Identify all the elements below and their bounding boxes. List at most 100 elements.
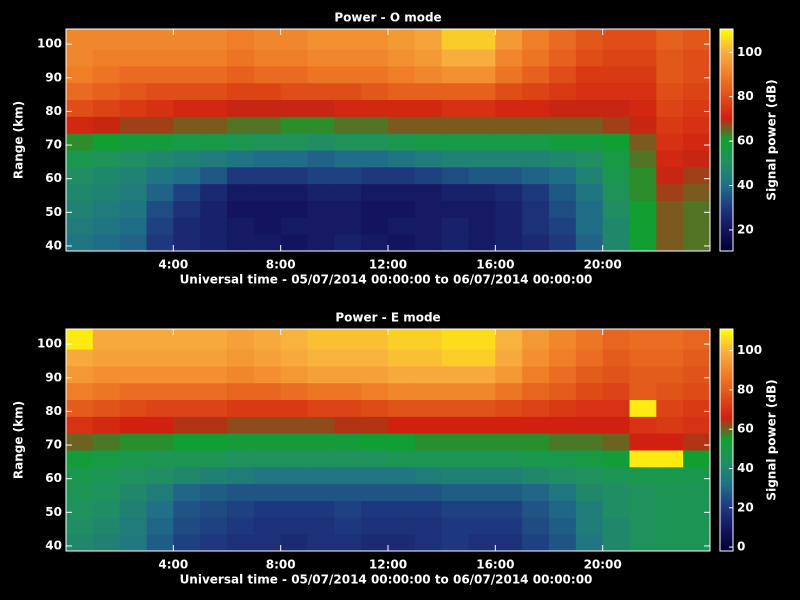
heatmap-cell <box>468 133 496 151</box>
heatmap-cell <box>602 49 630 67</box>
heatmap-cell <box>495 466 523 485</box>
heatmap-cell <box>602 116 630 134</box>
heatmap-cell <box>227 234 255 252</box>
heatmap-cell <box>522 399 550 417</box>
heatmap-cell <box>414 166 443 185</box>
heatmap-cell <box>414 99 443 117</box>
heatmap-cell <box>522 66 550 84</box>
heatmap-cell <box>629 150 657 168</box>
heatmap-cell <box>280 183 308 201</box>
heatmap-cell <box>683 200 711 218</box>
heatmap-cell <box>629 366 657 384</box>
heatmap-cell <box>629 382 657 401</box>
heatmap-cell <box>334 329 362 350</box>
heatmap-cell <box>441 433 469 451</box>
heatmap-cell <box>227 166 255 185</box>
heatmap-cell <box>495 133 523 151</box>
heatmap-cell <box>683 450 711 468</box>
heatmap-cell <box>119 183 147 201</box>
heatmap-cell <box>307 66 335 84</box>
heatmap-cell <box>146 200 174 218</box>
heatmap-cell <box>602 66 630 84</box>
heatmap-cell <box>683 66 711 84</box>
heatmap-cell <box>119 416 147 434</box>
heatmap-cell <box>92 534 121 552</box>
heatmap-cell <box>414 183 443 201</box>
heatmap-cell <box>602 517 630 535</box>
heatmap-cell <box>388 49 416 67</box>
heatmap-cell <box>173 366 201 384</box>
heatmap-cell <box>602 200 630 218</box>
heatmap-cell <box>441 466 469 485</box>
heatmap-cell <box>629 234 657 252</box>
heatmap-cell <box>414 329 443 350</box>
heatmap-cell <box>468 66 496 84</box>
heatmap-cell <box>575 82 604 101</box>
heatmap-cell <box>307 466 335 485</box>
heatmap-cell <box>602 382 630 401</box>
heatmap-cell <box>575 217 604 235</box>
heatmap-cell <box>495 500 523 518</box>
heatmap-cell <box>334 29 362 50</box>
heatmap-cell <box>388 99 416 117</box>
heatmap-cell <box>495 166 523 185</box>
heatmap-cell <box>441 500 469 518</box>
heatmap-cell <box>253 534 282 552</box>
heatmap-cell <box>629 483 657 501</box>
heatmap-cell <box>307 483 335 501</box>
heatmap-cell <box>307 217 335 235</box>
heatmap-cell <box>200 483 228 501</box>
heatmap-cell <box>253 450 282 468</box>
colorbar-tick-label: 80 <box>737 382 754 396</box>
heatmap-cell <box>92 483 121 501</box>
heatmap-cell <box>361 82 389 101</box>
heatmap-cell <box>549 234 577 252</box>
heatmap-cell <box>549 166 577 185</box>
heatmap-cell <box>441 483 469 501</box>
heatmap-cell <box>683 49 711 67</box>
heatmap-cell <box>602 366 630 384</box>
colorbar <box>719 28 734 252</box>
heatmap-cell <box>307 450 335 468</box>
heatmap-cell <box>280 329 308 350</box>
heatmap-cell <box>468 382 496 401</box>
heatmap-cell <box>522 483 550 501</box>
heatmap-cell <box>388 483 416 501</box>
heatmap-cell <box>575 366 604 384</box>
heatmap-cell <box>66 366 94 384</box>
heatmap-cell <box>66 66 94 84</box>
heatmap-cell <box>602 99 630 117</box>
heatmap-cell <box>173 500 201 518</box>
heatmap-cell <box>146 349 174 367</box>
heatmap-cell <box>602 349 630 367</box>
heatmap-cell <box>388 349 416 367</box>
heatmap-cell <box>549 450 577 468</box>
heatmap-cell <box>334 82 362 101</box>
heatmap-cell <box>388 500 416 518</box>
heatmap-cell <box>173 382 201 401</box>
heatmap-cell <box>253 349 282 367</box>
heatmap-cell <box>200 433 228 451</box>
heatmap-cell <box>549 483 577 501</box>
heatmap-cell <box>146 99 174 117</box>
heatmap-cell <box>522 99 550 117</box>
heatmap-cell <box>227 382 255 401</box>
x-axis-label: Universal time - 05/07/2014 00:00:00 to … <box>180 573 593 587</box>
heatmap-cell <box>200 366 228 384</box>
heatmap-cell <box>227 183 255 201</box>
heatmap-cell <box>66 382 94 401</box>
heatmap-cell <box>173 517 201 535</box>
heatmap-cell <box>227 517 255 535</box>
heatmap-cell <box>146 183 174 201</box>
heatmap-cell <box>119 217 147 235</box>
heatmap-cell <box>361 29 389 50</box>
heatmap-cell <box>441 399 469 417</box>
heatmap-cell <box>414 29 443 50</box>
heatmap-cell <box>334 234 362 252</box>
heatmap-cell <box>495 183 523 201</box>
heatmap-cell <box>253 200 282 218</box>
colorbar-tick-label: 20 <box>737 500 754 514</box>
heatmap-cell <box>549 133 577 151</box>
heatmap-cell <box>683 433 711 451</box>
heatmap-cell <box>200 66 228 84</box>
